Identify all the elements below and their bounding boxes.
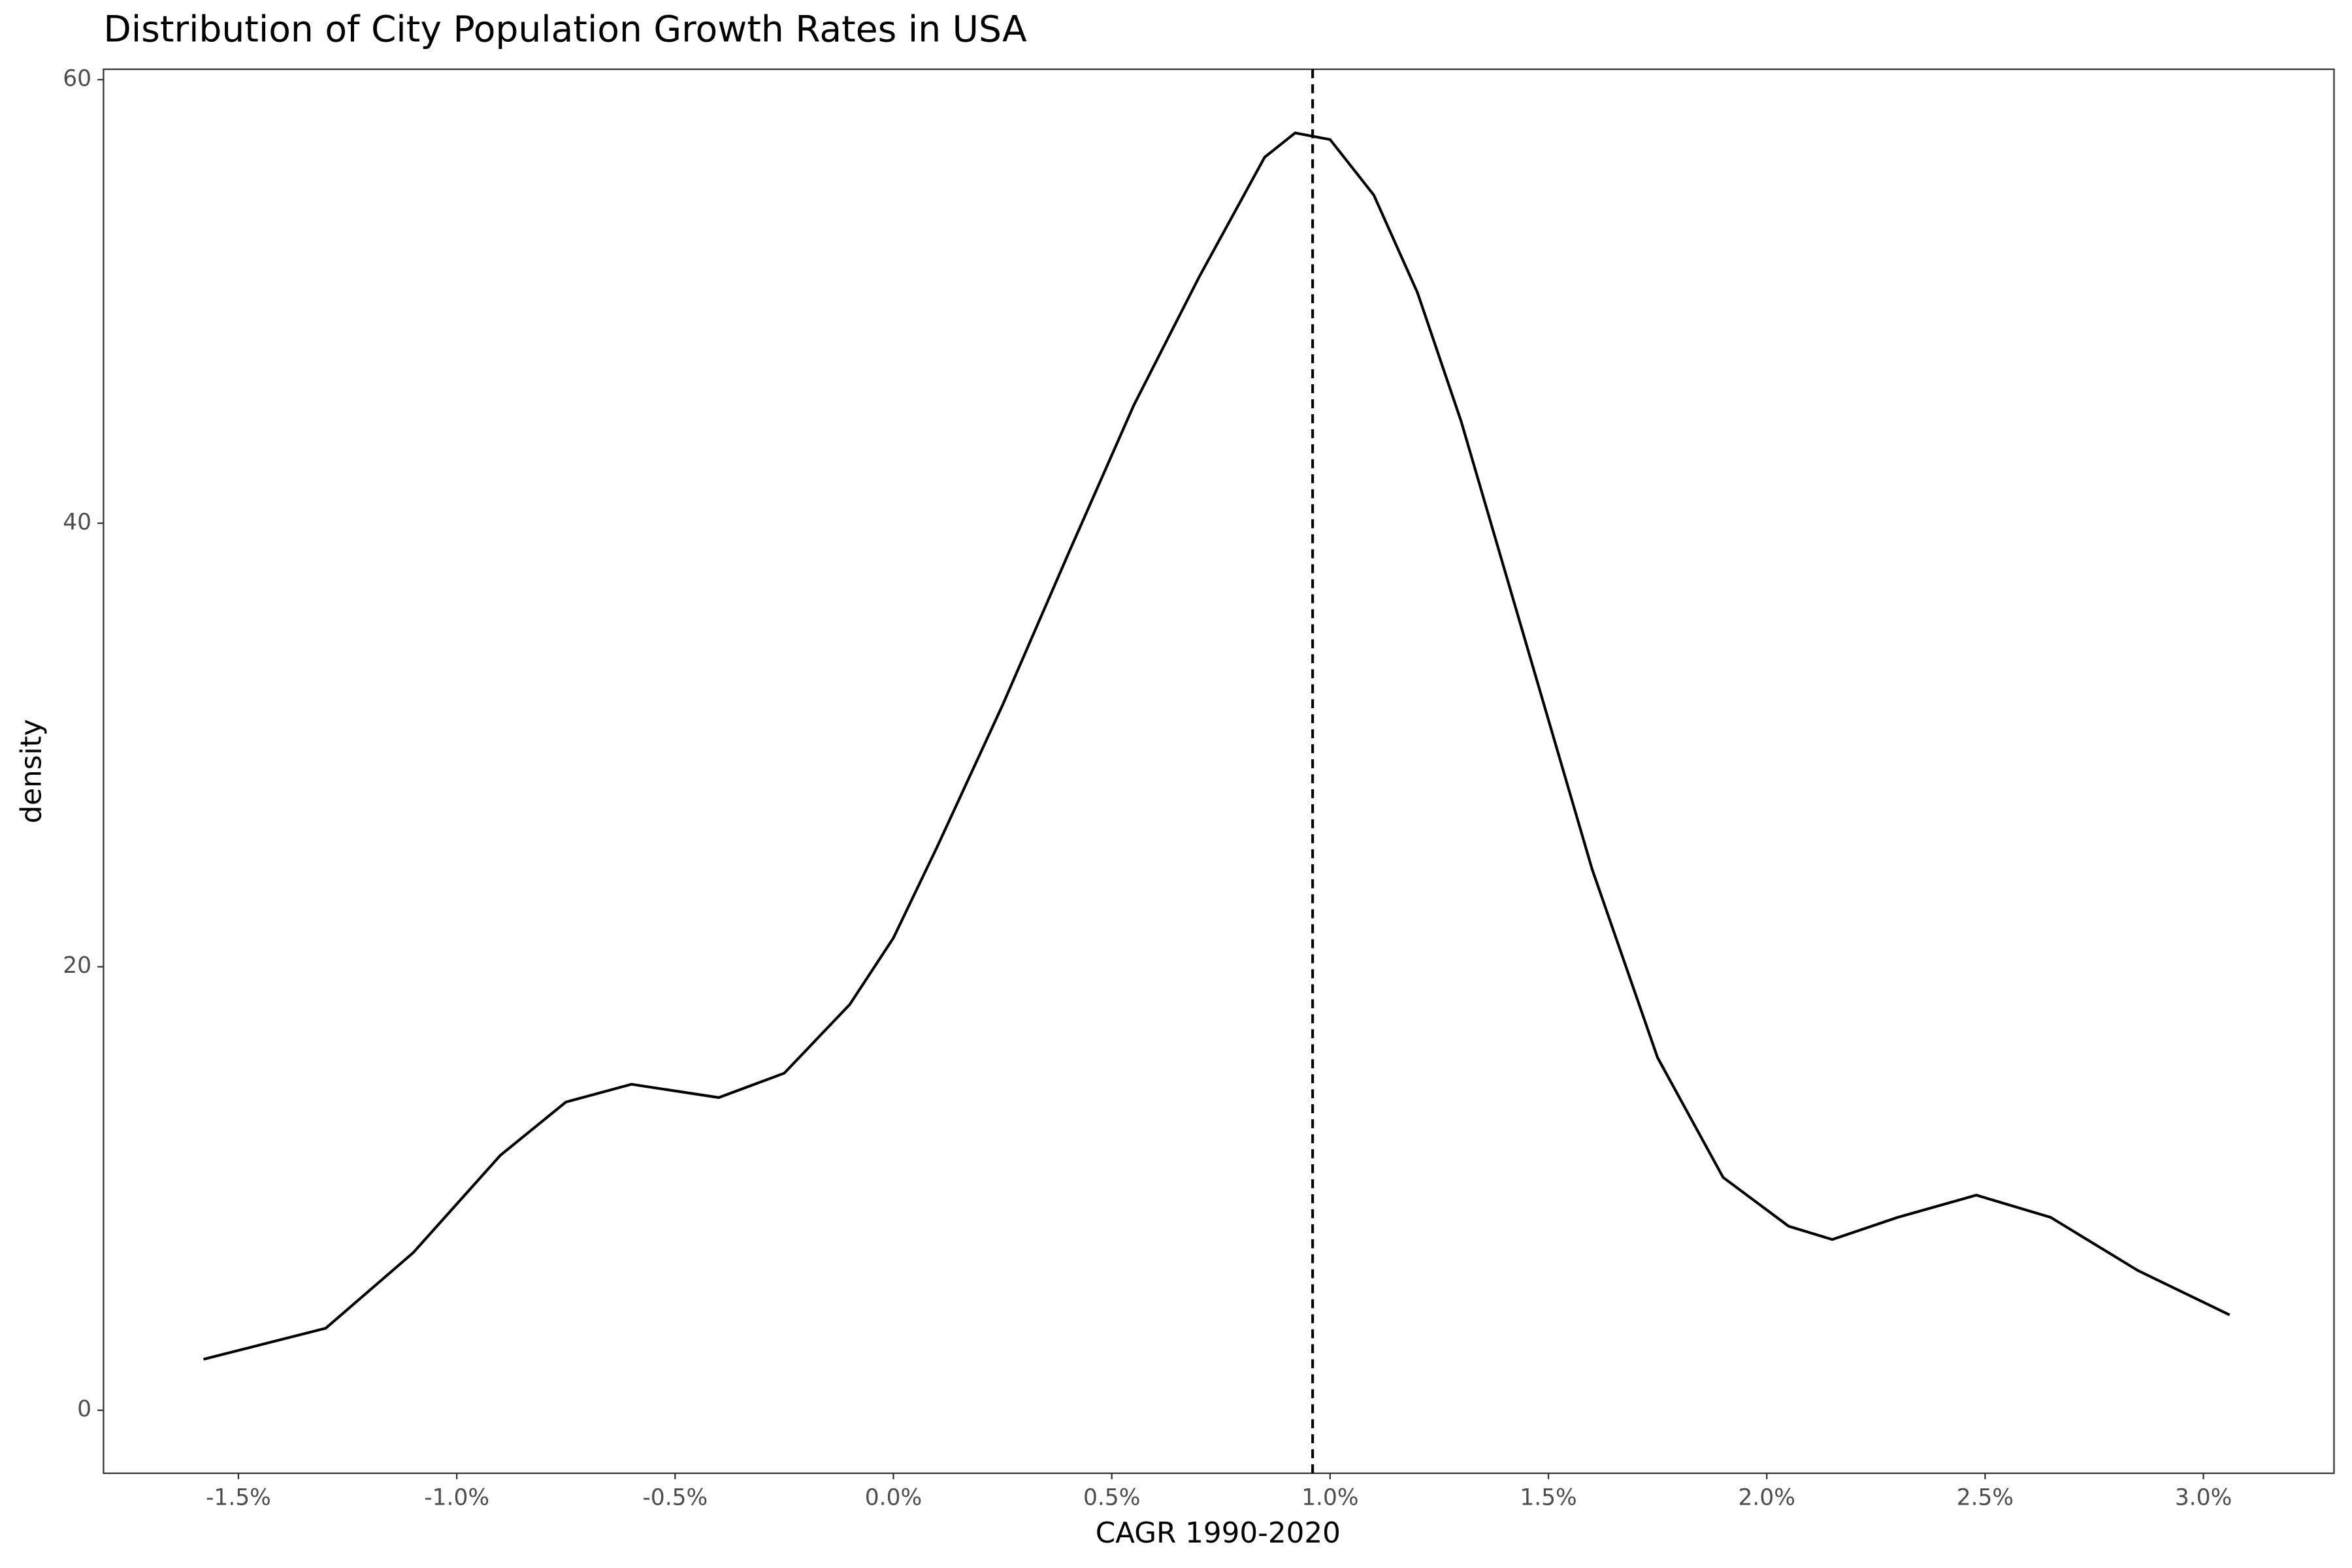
x-tick-label: -1.0%	[424, 1485, 489, 1511]
x-axis-label: CAGR 1990-2020	[1096, 1517, 1341, 1550]
y-tick-label: 20	[63, 953, 91, 979]
x-tick-label: 0.5%	[1083, 1485, 1140, 1511]
y-tick-label: 40	[63, 509, 91, 535]
x-tick-label: 0.0%	[865, 1485, 922, 1511]
x-tick-label: 1.0%	[1301, 1485, 1358, 1511]
chart-title: Distribution of City Population Growth R…	[103, 8, 1027, 50]
y-tick-label: 0	[77, 1396, 91, 1422]
x-tick-label: 2.5%	[1957, 1485, 2014, 1511]
x-tick-label: 1.5%	[1520, 1485, 1576, 1511]
y-axis-label: density	[16, 719, 48, 824]
x-tick-label: 2.0%	[1739, 1485, 1795, 1511]
panel-border	[103, 68, 2335, 1475]
x-tick-label: -0.5%	[642, 1485, 708, 1511]
x-tick-label: -1.5%	[206, 1485, 271, 1511]
x-tick-label: 3.0%	[2175, 1485, 2232, 1511]
y-tick-label: 60	[63, 65, 91, 91]
density-line	[203, 131, 2230, 1361]
